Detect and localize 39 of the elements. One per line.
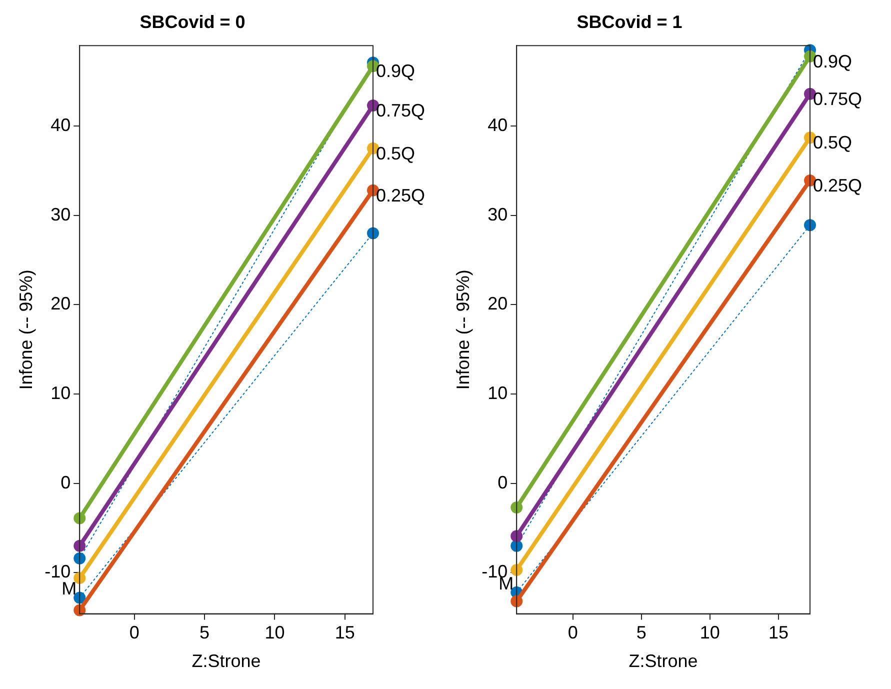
series-label: 0.5Q: [813, 132, 852, 153]
point: [510, 564, 523, 576]
y-tick-label: 30: [50, 204, 71, 224]
series-label: 0.25Q: [813, 175, 862, 196]
y-axis-title: Infone (-- 95%): [16, 270, 36, 390]
point: [367, 227, 379, 240]
x-axis-title: Z:Strone: [628, 651, 698, 672]
x-tick-label: 15: [334, 622, 355, 643]
point: [510, 501, 523, 514]
y-tick-label: 20: [50, 294, 71, 314]
y-tick-label: 20: [488, 294, 508, 314]
x-tick-label: 0: [568, 622, 578, 643]
series-label: 0.5Q: [376, 143, 416, 164]
y-tick-label: 40: [488, 114, 508, 135]
series-label: 0.9Q: [813, 51, 852, 72]
x-tick-label: 5: [636, 622, 646, 643]
series-label: 0.75Q: [813, 88, 862, 109]
y-axis-title: Infone (-- 95%): [452, 270, 473, 390]
point: [74, 572, 86, 584]
y-tick-label: 40: [50, 114, 71, 135]
y-tick-label: 10: [488, 382, 508, 403]
point: [510, 530, 523, 542]
x-tick-label: 10: [700, 622, 720, 643]
series-label: 0.25Q: [376, 185, 426, 206]
x-tick-label: 5: [200, 622, 210, 643]
series-label: 0.9Q: [376, 61, 416, 82]
y-tick-label: 0: [498, 472, 508, 492]
chart-title: SBCovid = 0: [140, 12, 246, 32]
x-axis-title: Z:Strone: [192, 651, 261, 672]
x-tick-label: 0: [129, 622, 140, 643]
y-tick-label: 0: [60, 472, 71, 492]
series-label: 0.75Q: [376, 100, 426, 120]
x-tick-label: 15: [768, 622, 788, 643]
x-tick-label: 10: [264, 622, 285, 643]
chart-title: SBCovid = 1: [576, 12, 682, 32]
point: [510, 595, 523, 608]
y-tick-label: 10: [50, 382, 71, 403]
point: [804, 219, 816, 232]
y-tick-label: 30: [488, 204, 508, 224]
